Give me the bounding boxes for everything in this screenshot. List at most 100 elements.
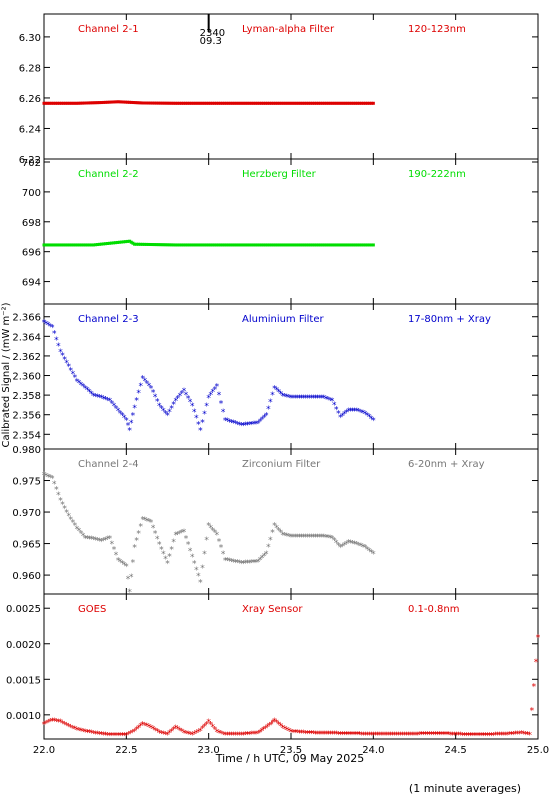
data-point: [305, 101, 309, 105]
data-point: [215, 243, 219, 247]
data-point: [314, 101, 318, 105]
data-point: *: [145, 379, 150, 389]
data-point: *: [124, 732, 129, 742]
data-point: [350, 101, 354, 105]
data-point: [201, 243, 205, 247]
data-point: *: [56, 491, 61, 501]
data-point: [224, 101, 228, 105]
data-point: *: [523, 730, 528, 740]
data-point: [246, 243, 250, 247]
panel-filter-label: Aluminium Filter: [242, 314, 325, 325]
data-point: *: [322, 533, 327, 543]
data-point: *: [256, 558, 261, 568]
data-point: *: [204, 720, 209, 730]
data-point: [338, 101, 342, 105]
data-point: *: [447, 731, 452, 741]
data-point: *: [75, 377, 80, 387]
y-tick-label: 6.26: [19, 94, 41, 105]
data-point: *: [338, 414, 343, 424]
data-point: *: [489, 731, 494, 741]
data-point: *: [365, 731, 370, 741]
data-point: *: [206, 394, 211, 404]
data-point: *: [262, 414, 267, 424]
data-point: [222, 101, 226, 105]
data-point: [340, 243, 344, 247]
data-point: *: [145, 722, 150, 732]
data-point: *: [184, 534, 189, 544]
data-point: [120, 100, 124, 104]
data-point: [133, 101, 137, 105]
data-point: *: [129, 419, 134, 429]
data-point: [122, 100, 126, 104]
data-point: *: [517, 730, 522, 740]
panel-channel-label: GOES: [78, 604, 106, 615]
data-point: [326, 101, 330, 105]
y-tick-label: 2.364: [12, 332, 41, 343]
data-point: [256, 101, 260, 105]
data-point: *: [136, 530, 141, 540]
data-point: [234, 243, 238, 247]
data-point: [330, 101, 334, 105]
data-point: [131, 101, 135, 105]
data-point: *: [299, 533, 304, 543]
data-point: *: [93, 730, 98, 740]
data-point: [244, 101, 248, 105]
data-point: [291, 243, 295, 247]
data-point: *: [71, 519, 76, 529]
data-point: [183, 243, 187, 247]
data-point: *: [278, 390, 283, 400]
data-point: *: [171, 726, 176, 736]
panel-channel-label: Channel 2-2: [78, 169, 139, 180]
panel-frame: [43, 448, 539, 595]
chart-panels: 6.22 6.24 6.26 6.28 6.30 Channel 2-1 Lyman-alp…: [6, 13, 549, 756]
data-point: [360, 101, 364, 105]
data-point: *: [336, 730, 341, 740]
data-point: *: [264, 550, 269, 560]
data-point: [174, 101, 178, 105]
data-point: [358, 243, 362, 247]
data-point: *: [346, 730, 351, 740]
data-point: *: [101, 537, 106, 547]
x-tick-label: 25.0: [527, 745, 549, 756]
data-point: [297, 101, 301, 105]
data-point: *: [283, 393, 288, 403]
data-point: *: [190, 731, 195, 741]
data-point: *: [451, 731, 456, 741]
data-point: [303, 101, 307, 105]
data-point: *: [499, 731, 504, 741]
data-point: [211, 243, 215, 247]
data-point: [291, 101, 295, 105]
data-point: *: [196, 420, 201, 430]
data-point: *: [138, 522, 143, 532]
data-point: *: [387, 731, 392, 741]
data-point: *: [371, 731, 376, 741]
data-point: *: [227, 731, 232, 741]
data-point: [334, 101, 338, 105]
y-tick-label: 0.970: [12, 508, 41, 519]
data-point: [195, 243, 199, 247]
data-point: [67, 101, 71, 105]
data-point: *: [163, 555, 168, 565]
data-point: [168, 243, 172, 247]
data-point: [133, 242, 137, 246]
data-point: *: [217, 729, 222, 739]
data-point: *: [303, 394, 308, 404]
data-point: *: [513, 730, 518, 740]
data-point: [369, 243, 373, 247]
data-point: [320, 101, 324, 105]
data-point: [108, 100, 112, 104]
data-point: *: [237, 421, 242, 431]
data-point: [356, 101, 360, 105]
data-point: *: [323, 730, 328, 740]
panel-channel-label: Channel 2-4: [78, 459, 139, 470]
data-point: [367, 243, 371, 247]
data-point: *: [138, 382, 143, 392]
data-point: *: [276, 388, 281, 398]
data-point: *: [118, 732, 123, 742]
data-point: *: [202, 550, 207, 560]
data-point: [156, 101, 160, 105]
data-point: *: [147, 518, 152, 528]
data-point: [295, 101, 299, 105]
data-point: *: [246, 559, 251, 569]
data-point: *: [311, 394, 316, 404]
